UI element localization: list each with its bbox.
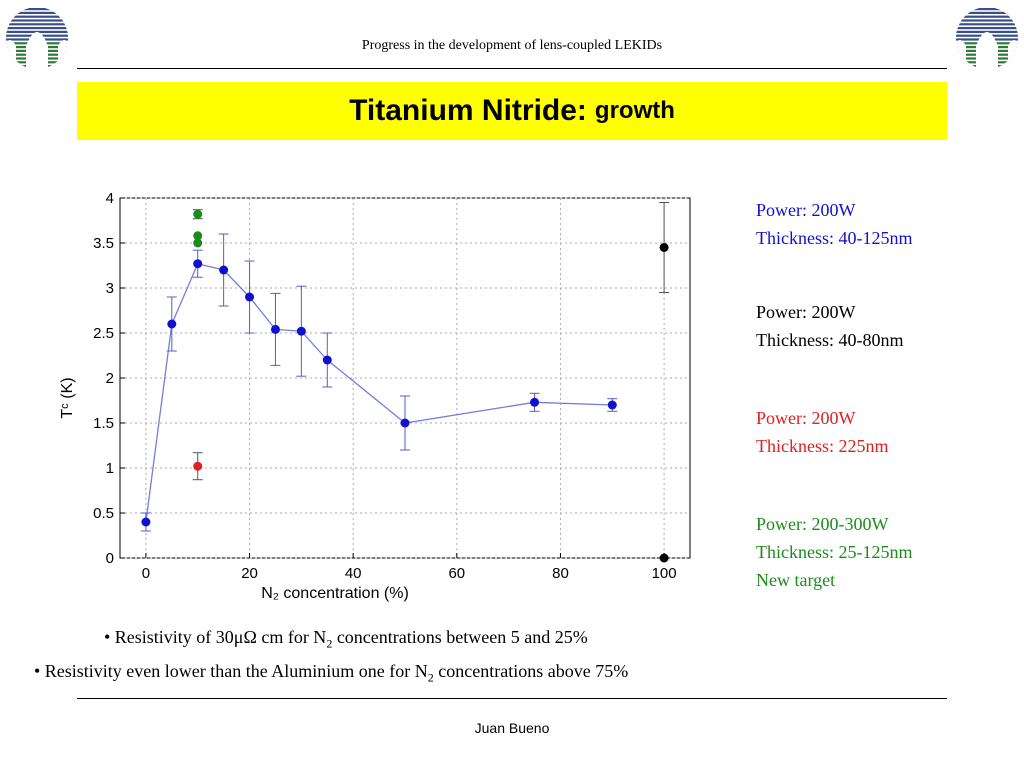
y-tick-label: 1.5 <box>93 415 114 432</box>
bullet-2-text: • Resistivity even lower than the Alumin… <box>34 661 428 681</box>
legend-black: Power: 200W Thickness: 40-80nm <box>756 298 903 354</box>
right-logo <box>956 8 1018 69</box>
x-tick-label: 0 <box>142 565 150 582</box>
y-tick-label: 3.5 <box>93 235 114 252</box>
y-tick-label: 2.5 <box>93 325 114 342</box>
footer-author: Juan Bueno <box>474 720 550 736</box>
legend-black-line1: Power: 200W <box>756 302 856 322</box>
header-title: Progress in the development of lens-coup… <box>361 38 663 53</box>
data-point <box>607 400 617 410</box>
x-tick-label: 20 <box>241 565 258 582</box>
bullet-1-text-end: concentrations between 5 and 25% <box>332 627 588 647</box>
data-point <box>193 231 203 241</box>
data-point <box>296 326 306 336</box>
legend-green-line3: New target <box>756 570 836 590</box>
x-tick-label: 80 <box>552 565 569 582</box>
bullet-2-text-end: concentrations above 75% <box>433 661 629 681</box>
data-point <box>219 265 229 275</box>
slide-title-box: Titanium Nitride: growth <box>77 82 947 140</box>
bullet-1-text: • Resistivity of 30μΩ cm for N <box>104 627 327 647</box>
y-tick-label: 0.5 <box>93 505 114 522</box>
data-point <box>659 243 669 252</box>
tc-chart: 0 20 40 60 80 100 0 0.5 1 1.5 2 2.5 3 3.5 4 N₂ concentr… <box>59 190 691 602</box>
legend-green-line1: Power: 200-300W <box>756 514 889 534</box>
y-tick-label: 1 <box>106 460 114 477</box>
y-tick-label: 3 <box>106 280 114 297</box>
data-point <box>141 517 151 527</box>
legend-blue-line2: Thickness: 40-125nm <box>756 228 913 248</box>
data-point <box>659 553 669 563</box>
data-point <box>193 238 203 248</box>
legend-green-line2: Thickness: 25-125nm <box>756 542 913 562</box>
legend-red-line2: Thickness: 225nm <box>756 436 889 456</box>
bullet-resistivity-2: • Resistivity even lower than the Alumin… <box>34 661 628 686</box>
legend-black-line2: Thickness: 40-80nm <box>756 330 904 350</box>
data-point <box>530 397 540 407</box>
bullet-1-sub: 2 <box>326 636 333 651</box>
legend-red-line1: Power: 200W <box>756 408 856 428</box>
data-point <box>167 319 177 329</box>
footer-divider <box>77 698 947 699</box>
slide-title: Titanium Nitride: <box>349 94 587 127</box>
bullet-resistivity-1: • Resistivity of 30μΩ cm for N2 concentr… <box>104 627 588 652</box>
x-tick-label: 40 <box>345 565 362 582</box>
data-point <box>270 324 280 334</box>
x-tick-label: 100 <box>652 565 677 582</box>
bullet-2-sub: 2 <box>427 670 434 685</box>
x-tick-label: 60 <box>448 565 465 582</box>
legend-blue: Power: 200W Thickness: 40-125nm <box>756 196 912 252</box>
legend-blue-line1: Power: 200W <box>756 200 856 220</box>
left-logo <box>6 8 68 69</box>
x-axis-label: N₂ concentration (%) <box>261 585 409 602</box>
y-axis-label: Tᶜ (K) <box>59 377 76 418</box>
y-tick-label: 4 <box>106 190 114 207</box>
y-tick-label: 0 <box>106 550 114 567</box>
data-point <box>193 259 203 269</box>
header-divider <box>77 68 947 69</box>
data-point <box>322 355 332 365</box>
data-point <box>193 461 203 471</box>
slide-subtitle: growth <box>594 97 675 124</box>
data-point <box>400 418 410 428</box>
legend-red: Power: 200W Thickness: 225nm <box>756 404 889 460</box>
data-point <box>193 209 203 219</box>
data-point <box>245 292 255 302</box>
legend-green: Power: 200-300W Thickness: 25-125nm New … <box>756 510 912 594</box>
y-tick-label: 2 <box>106 370 114 387</box>
